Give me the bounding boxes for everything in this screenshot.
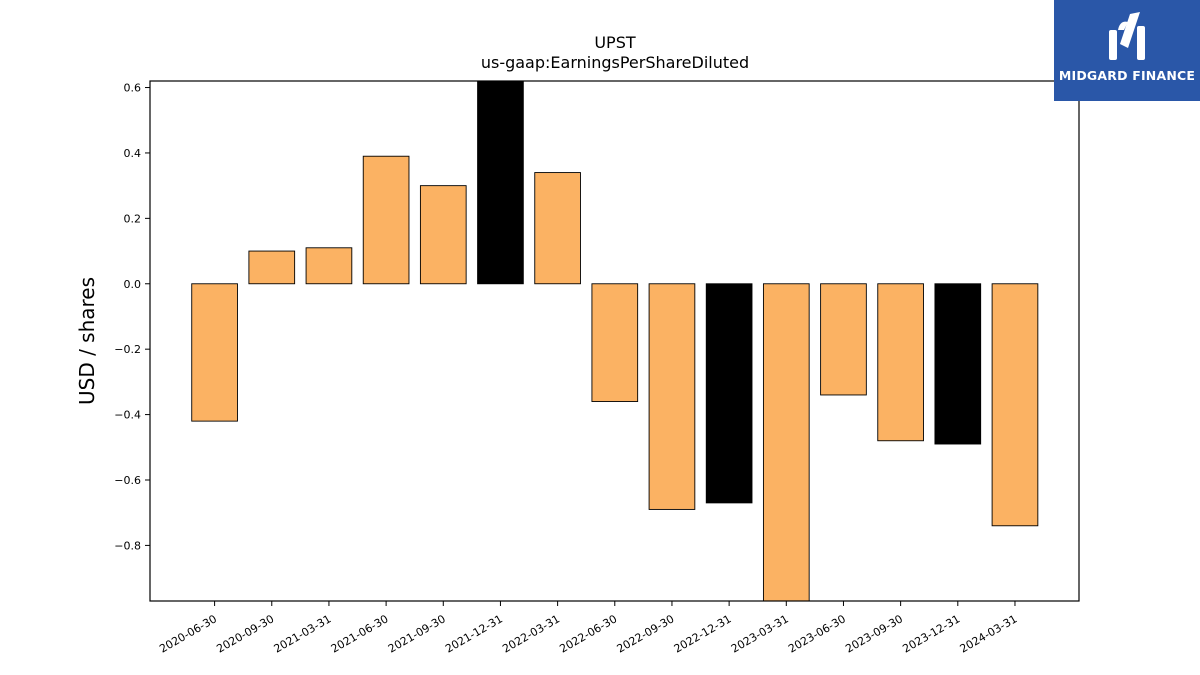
- bar-2020-06-30: [191, 283, 238, 422]
- y-ticks-group: 0.6 0.4 0.2 0.0 −0.2 −0.4 −0.6 −0.8: [114, 82, 150, 552]
- x-tick-label: 2021-12-31: [443, 612, 505, 655]
- x-tick-label: 2022-06-30: [557, 612, 619, 655]
- bar-2023-09-30: [877, 283, 924, 442]
- bar-2021-09-30: [419, 185, 467, 285]
- bar-2024-03-31: [991, 283, 1039, 527]
- x-tick-label: 2020-09-30: [214, 612, 276, 655]
- y-tick-label: 0.4: [124, 147, 142, 160]
- y-tick-label: 0.2: [124, 212, 142, 225]
- x-tick-label: 2021-03-31: [272, 612, 334, 655]
- logo-text: MIDGARD FINANCE: [1058, 68, 1196, 83]
- y-axis-label: USD / shares: [75, 277, 99, 405]
- chart-subtitle: us-gaap:EarningsPerShareDiluted: [481, 53, 749, 72]
- x-tick-label: 2023-06-30: [786, 612, 848, 655]
- plot-frame: [149, 80, 1080, 602]
- y-tick-label: −0.4: [114, 409, 141, 422]
- midgard-finance-logo: MIDGARD FINANCE: [1054, 0, 1200, 101]
- y-tick-label: 0.0: [124, 278, 142, 291]
- bar-2020-09-30: [248, 250, 296, 285]
- bar-2022-09-30: [648, 283, 696, 510]
- y-tick-label: −0.2: [114, 343, 141, 356]
- bar-2022-06-30: [591, 283, 639, 402]
- x-tick-label: 2021-06-30: [329, 612, 391, 655]
- y-tick-label: −0.8: [114, 539, 141, 552]
- bar-2021-03-31: [305, 247, 353, 285]
- bar-2023-03-31: [762, 283, 810, 602]
- bar-2022-03-31: [534, 172, 581, 285]
- x-tick-label: 2021-09-30: [386, 612, 448, 655]
- x-tick-label: 2023-09-30: [843, 612, 905, 655]
- chart-title: UPST: [594, 33, 636, 52]
- x-tick-label: 2023-12-31: [900, 612, 962, 655]
- bar-2023-06-30: [820, 283, 867, 396]
- logo-mark-icon: [1109, 12, 1145, 60]
- bar-2021-06-30: [362, 155, 410, 285]
- x-tick-label: 2022-12-31: [672, 612, 734, 655]
- bar-2022-12-31: [705, 283, 753, 504]
- x-tick-label: 2023-03-31: [729, 612, 791, 655]
- x-tick-label: 2022-03-31: [500, 612, 562, 655]
- x-tick-label: 2024-03-31: [958, 612, 1020, 655]
- y-tick-label: 0.6: [124, 82, 142, 95]
- x-ticks-group: 2020-06-302020-09-302021-03-312021-06-30…: [157, 601, 1019, 656]
- bar-2023-12-31: [934, 283, 982, 445]
- x-tick-label: 2022-09-30: [615, 612, 677, 655]
- bar-2021-12-31: [477, 80, 524, 285]
- y-tick-label: −0.6: [114, 474, 141, 487]
- bars-group: [191, 80, 1039, 602]
- x-tick-label: 2020-06-30: [157, 612, 219, 655]
